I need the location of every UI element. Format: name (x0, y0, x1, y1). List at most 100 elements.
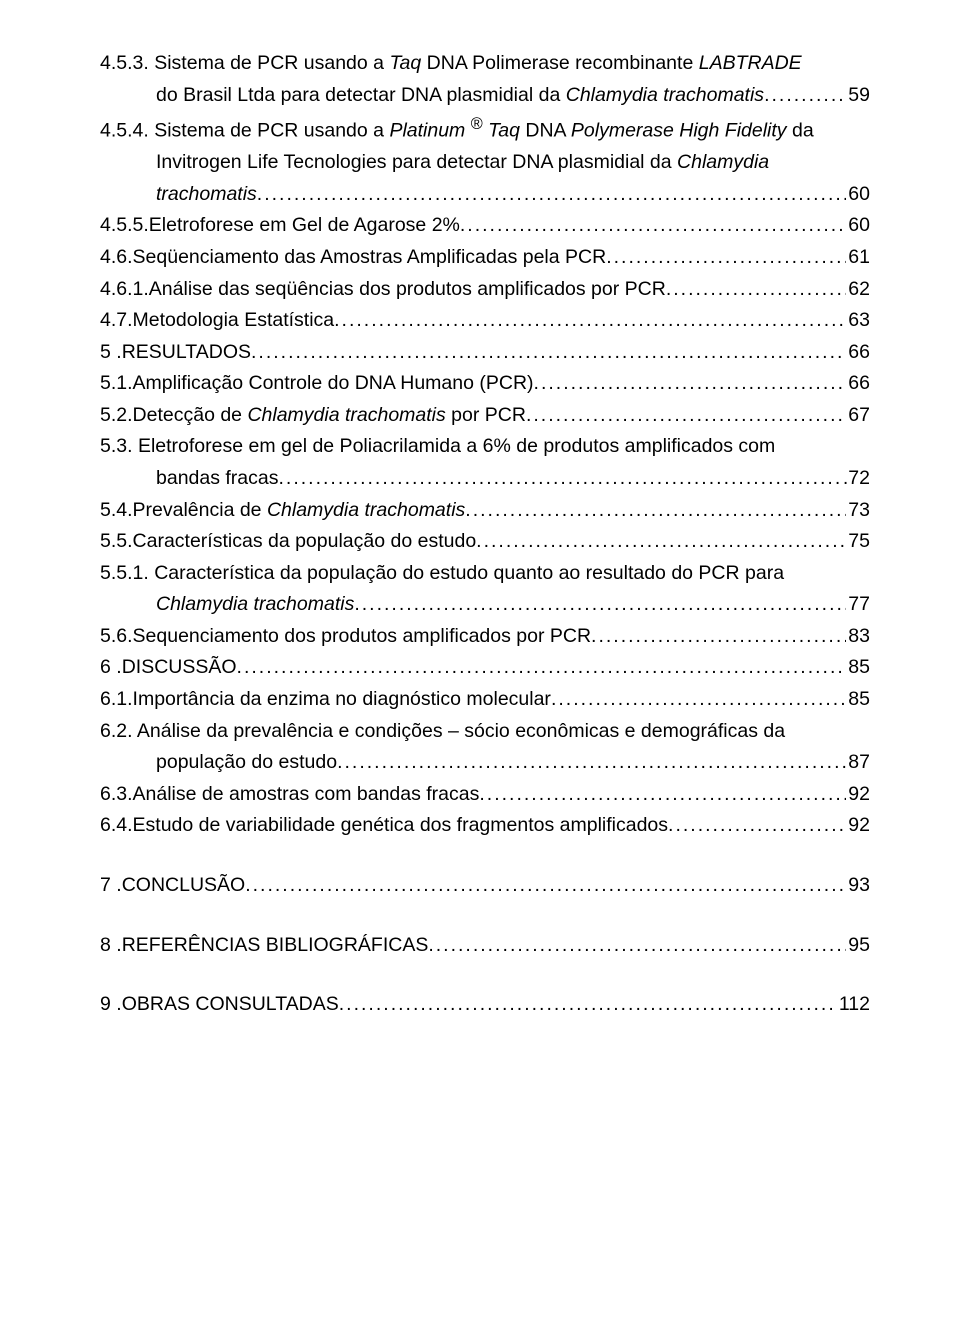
toc-leader-dots (666, 274, 846, 306)
toc-leader-dots (237, 652, 847, 684)
toc-number: 5.4. (100, 495, 133, 527)
toc-page-number: 60 (846, 179, 870, 211)
toc-title: Detecção de Chlamydia trachomatis por PC… (133, 400, 526, 432)
toc-page-number: 73 (846, 495, 870, 527)
toc-title: REFERÊNCIAS BIBLIOGRÁFICAS (122, 930, 429, 962)
toc-entry-cont: do Brasil Ltda para detectar DNA plasmid… (100, 80, 870, 112)
toc-entry: 6 . DISCUSSÃO 85 (100, 652, 870, 684)
toc-number: 6.4. (100, 810, 133, 842)
toc-number: 6.2. (100, 720, 137, 742)
toc-page-number: 62 (846, 274, 870, 306)
toc-page-number: 83 (846, 621, 870, 653)
toc-title: Análise das seqüências dos produtos ampl… (149, 274, 666, 306)
toc-page-number: 77 (846, 589, 870, 621)
toc-page-number: 87 (846, 747, 870, 779)
toc-leader-dots (476, 526, 846, 558)
toc-entry: 4.6. Seqüenciamento das Amostras Amplifi… (100, 242, 870, 274)
toc-entry: 7 . CONCLUSÃO93 (100, 870, 870, 902)
toc-entry: 8 . REFERÊNCIAS BIBLIOGRÁFICAS 95 (100, 930, 870, 962)
toc-number: 5.5.1. (100, 562, 154, 584)
toc-page-number: 61 (846, 242, 870, 274)
toc-number: 5.3. (100, 435, 138, 457)
toc-entry: 6.3. Análise de amostras com bandas frac… (100, 779, 870, 811)
toc-number: 5.2. (100, 400, 133, 432)
toc-entry: 4.6.1. Análise das seqüências dos produt… (100, 274, 870, 306)
toc-entry-cont: Invitrogen Life Tecnologies para detecta… (100, 147, 870, 179)
toc-leader-dots (339, 989, 837, 1021)
toc-entry-cont: população do estudo87 (100, 747, 870, 779)
toc-title: Importância da enzima no diagnóstico mol… (133, 684, 551, 716)
toc-page-number: 85 (846, 652, 870, 684)
toc-entry: 5.5. Características da população do est… (100, 526, 870, 558)
toc-entry: 4.5.5.Eletroforese em Gel de Agarose 2% 6… (100, 210, 870, 242)
toc-entry: 5.3. Eletroforese em gel de Poliacrilami… (100, 431, 870, 463)
toc-entry: 5.5.1. Característica da população do es… (100, 558, 870, 590)
toc-number: 6.3. (100, 779, 133, 811)
toc-number: 4.5.5. (100, 210, 149, 242)
toc-entry: 9 . OBRAS CONSULTADAS 112 (100, 989, 870, 1021)
toc-entry: 4.7. Metodologia Estatística63 (100, 305, 870, 337)
toc-title: Análise de amostras com bandas fracas (133, 779, 480, 811)
toc-number: 4.5.4. (100, 120, 154, 142)
toc-number: 5 . (100, 337, 122, 369)
toc-entry: 6.4. Estudo de variabilidade genética do… (100, 810, 870, 842)
toc-page-number: 66 (846, 368, 870, 400)
toc-number: 9 . (100, 989, 122, 1021)
toc-title: DISCUSSÃO (122, 652, 237, 684)
toc-number: 5.6. (100, 621, 133, 653)
toc-leader-dots (428, 930, 846, 962)
toc-number: 7 . (100, 870, 122, 902)
toc-title: Sequenciamento dos produtos amplificados… (133, 621, 592, 653)
toc-page-number: 95 (846, 930, 870, 962)
toc-title: Estudo de variabilidade genética dos fra… (133, 810, 669, 842)
toc-leader-dots (668, 810, 846, 842)
toc-page-number: .72 (841, 463, 870, 495)
toc-number: 4.7. (100, 305, 133, 337)
toc-page-number: 67 (846, 400, 870, 432)
toc-number: 5.1. (100, 368, 133, 400)
toc-leader-dots (551, 684, 846, 716)
toc-title: Prevalência de Chlamydia trachomatis (133, 495, 466, 527)
toc-entry: 4.5.3. Sistema de PCR usando a Taq DNA P… (100, 48, 870, 80)
toc-number: 4.6.1. (100, 274, 149, 306)
toc-title: Amplificação Controle do DNA Humano (PCR… (133, 368, 534, 400)
toc-entry-cont: bandas fracas.72 (100, 463, 870, 495)
toc-page-number: 92 (846, 779, 870, 811)
toc-page-number: 92 (846, 810, 870, 842)
toc-page: 4.5.3. Sistema de PCR usando a Taq DNA P… (0, 0, 960, 1069)
toc-page-number: 63 (846, 305, 870, 337)
toc-leader-dots (334, 305, 846, 337)
toc-number: 5.5. (100, 526, 133, 558)
toc-page-number: 60 (846, 210, 870, 242)
toc-title: Eletroforese em Gel de Agarose 2% (149, 210, 460, 242)
toc-leader-dots (245, 870, 846, 902)
toc-entry: 5 .RESULTADOS66 (100, 337, 870, 369)
toc-entry: 4.5.4. Sistema de PCR usando a Platinum … (100, 111, 870, 147)
toc-number: 6.1. (100, 684, 133, 716)
toc-number: 8 . (100, 930, 122, 962)
toc-leader-dots (606, 242, 846, 274)
toc-leader-dots (465, 495, 846, 527)
toc-page-number: 112 (837, 989, 870, 1021)
toc-leader-dots (460, 210, 846, 242)
toc-entry-cont: Chlamydia trachomatis77 (100, 589, 870, 621)
toc-entry: 5.4. Prevalência de Chlamydia trachomati… (100, 495, 870, 527)
toc-number: 4.5.3. (100, 52, 154, 74)
toc-title: OBRAS CONSULTADAS (122, 989, 339, 1021)
toc-page-number: 59 (846, 80, 870, 112)
toc-title: RESULTADOS (122, 337, 251, 369)
toc-page-number: 85 (846, 684, 870, 716)
toc-leader-dots (526, 400, 846, 432)
toc-entry: 6.2. Análise da prevalência e condições … (100, 716, 870, 748)
toc-page-number: 75 (846, 526, 870, 558)
toc-leader-dots (479, 779, 846, 811)
toc-entry-cont: trachomatis60 (100, 179, 870, 211)
toc-number: 6 . (100, 652, 122, 684)
toc-entry: 5.1. Amplificação Controle do DNA Humano… (100, 368, 870, 400)
toc-leader-dots (591, 621, 846, 653)
toc-title: Características da população do estudo (133, 526, 477, 558)
toc-leader-dots (251, 337, 846, 369)
toc-number: 4.6. (100, 242, 133, 274)
toc-leader-dots (534, 368, 847, 400)
toc-entry: 5.6. Sequenciamento dos produtos amplifi… (100, 621, 870, 653)
